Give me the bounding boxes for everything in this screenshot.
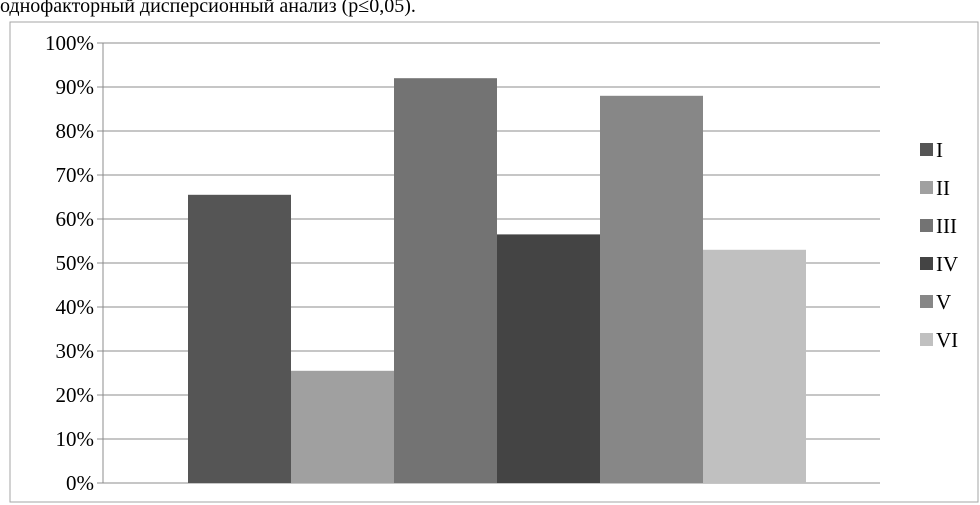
legend-label-iii: III [936, 214, 957, 238]
y-tick-label: 40% [56, 295, 95, 319]
legend-label-ii: II [936, 176, 950, 200]
legend-swatch-ii [920, 181, 933, 194]
bar-v [600, 95, 703, 484]
legend-swatch-v [920, 295, 933, 308]
legend-label-v: V [936, 290, 951, 314]
y-tick-label: 0% [66, 471, 94, 495]
legend-label-i: I [936, 138, 943, 162]
y-tick-label: 60% [56, 207, 95, 231]
y-axis: 0% 10% 20% 30% 40% 50% 60% 70% 80% 90% 100% [45, 31, 104, 495]
y-tick-label: 30% [56, 339, 95, 363]
legend-swatch-vi [920, 333, 933, 346]
y-tick-label: 100% [45, 31, 94, 55]
y-tick-label: 20% [56, 383, 95, 407]
legend-swatch-i [920, 143, 933, 156]
chart-caption: однофакторный дисперсионный анализ (p≤0,… [0, 0, 416, 17]
bar-iii [394, 78, 497, 483]
y-tick-label: 80% [56, 119, 95, 143]
y-tick-label: 10% [56, 427, 95, 451]
bar-ii [291, 370, 394, 483]
y-tick-label: 90% [56, 75, 95, 99]
legend-swatch-iv [920, 257, 933, 270]
y-tick-label: 50% [56, 251, 95, 275]
bars [188, 78, 806, 484]
bar-vi [703, 249, 806, 483]
legend-swatch-iii [920, 219, 933, 232]
legend-label-vi: VI [936, 328, 958, 352]
bar-i [188, 194, 291, 484]
legend-label-iv: IV [936, 252, 958, 276]
chart-border [9, 21, 979, 503]
bar-iv [497, 234, 600, 483]
y-tick-label: 70% [56, 163, 95, 187]
